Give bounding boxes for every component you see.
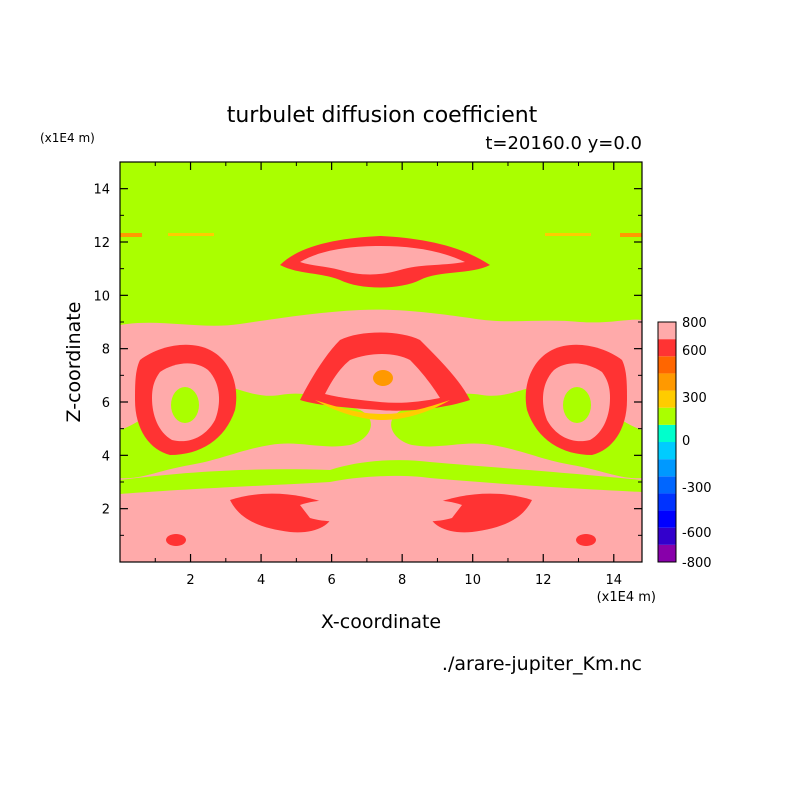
lower-lobe-right-core — [392, 500, 462, 522]
colorbar-segment — [658, 442, 676, 460]
colorbar: 800 600 300 0 -300 -600 -800 — [657, 316, 712, 571]
colorbar-segment — [658, 322, 676, 340]
colorbar-tick-label: 800 — [682, 316, 707, 331]
colorbar-tick-label: 600 — [682, 344, 707, 359]
colorbar-segment — [658, 356, 676, 374]
y-tick-label: 14 — [93, 183, 110, 198]
y-tick-label: 10 — [93, 289, 110, 304]
plume-upper-core — [300, 246, 465, 275]
x-tick-label: 10 — [464, 573, 481, 588]
plume-right-inner — [563, 387, 591, 423]
region-lower-band — [120, 460, 642, 494]
colorbar-segment — [658, 407, 676, 425]
colorbar-tick-label: -600 — [682, 526, 712, 541]
colorbar-segment — [658, 510, 676, 528]
x-axis-unit: (x1E4 m) — [597, 590, 656, 605]
colorbar-segment — [658, 373, 676, 391]
y-tick-label: 4 — [102, 449, 110, 464]
y-tick-label: 12 — [93, 236, 110, 251]
colorbar-segment — [658, 527, 676, 545]
x-tick-label: 12 — [535, 573, 552, 588]
x-axis-label: X-coordinate — [321, 611, 441, 633]
colorbar-tick-label: 0 — [682, 434, 690, 449]
x-tick-label: 2 — [186, 573, 194, 588]
bottom-spot-left — [166, 534, 186, 546]
x-tick-label: 14 — [606, 573, 623, 588]
source-file-label: ./arare-jupiter_Km.nc — [442, 653, 642, 675]
y-tick-label: 2 — [102, 503, 110, 518]
lower-lobe-left-core — [300, 500, 370, 522]
colorbar-segment — [658, 476, 676, 494]
bottom-spot-right — [576, 534, 596, 546]
y-axis: 2 4 6 8 10 12 14 — [93, 161, 642, 536]
colorbar-segment — [658, 339, 676, 357]
y-axis-unit: (x1E4 m) — [40, 131, 95, 145]
colorbar-frame — [657, 321, 677, 563]
colorbar-segment — [658, 459, 676, 477]
colorbar-segment — [658, 390, 676, 408]
x-tick-label: 4 — [257, 573, 265, 588]
colorbar-tick-label: -300 — [682, 481, 712, 496]
plot-frame — [119, 161, 643, 563]
plume-left-inner — [171, 387, 199, 423]
streak-left — [120, 233, 142, 237]
y-tick-label: 6 — [102, 396, 110, 411]
plume-center-rim — [315, 400, 450, 420]
colorbar-segment — [658, 424, 676, 442]
heatmap-field — [120, 162, 642, 562]
chart-title: turbulet diffusion coefficient — [227, 103, 538, 128]
streak-right — [620, 233, 642, 237]
streak-left-2 — [168, 233, 214, 236]
colorbar-segment — [658, 493, 676, 511]
x-tick-label: 6 — [327, 573, 335, 588]
streak-right-2 — [545, 233, 591, 236]
colorbar-segment — [658, 544, 676, 562]
colorbar-tick-label: -800 — [682, 556, 712, 571]
x-tick-label: 8 — [398, 573, 406, 588]
y-axis-label: Z-coordinate — [63, 302, 85, 423]
x-axis: 2 4 6 8 10 12 14 — [154, 162, 623, 588]
colorbar-tick-label: 300 — [682, 391, 707, 406]
chart-subtitle: t=20160.0 y=0.0 — [485, 133, 642, 154]
plume-center-spot — [373, 370, 393, 386]
y-tick-label: 8 — [102, 343, 110, 358]
